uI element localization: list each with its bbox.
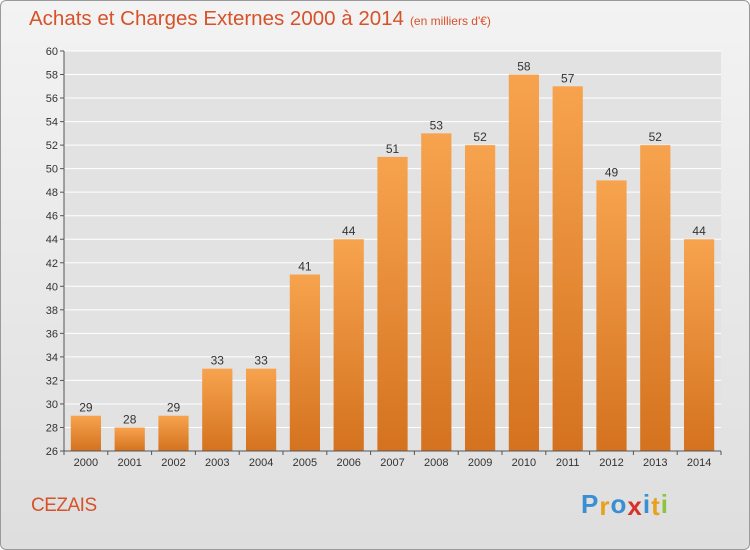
x-tick-label: 2011 <box>556 457 580 469</box>
bar-value-label: 52 <box>649 130 663 144</box>
bar <box>464 145 496 451</box>
bar <box>421 133 452 451</box>
x-tick-label: 2010 <box>512 457 536 469</box>
logo-letter: i <box>660 489 669 519</box>
y-tick-label: 40 <box>46 281 58 293</box>
y-tick-label: 26 <box>46 446 58 458</box>
bar-value-label: 44 <box>692 224 706 238</box>
y-tick-label: 36 <box>46 328 58 340</box>
y-tick-label: 52 <box>46 140 58 152</box>
y-tick-label: 54 <box>46 117 58 129</box>
y-tick-label: 28 <box>46 422 58 434</box>
logo-letter: r <box>599 491 611 521</box>
x-axis: 2000 2001 2002 2003 2004 2005 2006 2007 2008 2009… <box>63 451 722 469</box>
bar-value-label: 41 <box>298 260 312 274</box>
x-tick-label: 2006 <box>336 457 360 469</box>
bar <box>683 239 715 451</box>
bar-value-label: 51 <box>386 142 400 156</box>
y-tick-label: 34 <box>46 352 58 364</box>
bar <box>289 274 321 451</box>
bar-value-label: 28 <box>123 412 137 426</box>
y-tick-label: 44 <box>46 234 58 246</box>
y-tick-label: 42 <box>46 258 58 270</box>
y-axis: 26 28 30 32 34 36 38 40 42 44 46 48 50 52 54 56 58 60 <box>46 46 64 458</box>
y-tick-label: 32 <box>46 375 58 387</box>
x-tick-label: 2007 <box>380 457 404 469</box>
bar <box>596 180 627 452</box>
bar <box>333 239 364 451</box>
x-tick-label: 2000 <box>74 457 98 469</box>
bar <box>202 368 233 451</box>
bar <box>640 145 671 451</box>
bar-value-label: 29 <box>79 401 93 415</box>
bar <box>114 427 145 451</box>
bar <box>552 86 583 451</box>
x-tick-label: 2004 <box>249 457 273 469</box>
logo-letter: t <box>651 491 661 521</box>
x-tick-label: 2013 <box>643 457 667 469</box>
x-tick-label: 2003 <box>205 457 229 469</box>
x-tick-label: 2002 <box>161 457 185 469</box>
chart-title-text: Achats et Charges Externes 2000 à 2014 <box>29 7 404 30</box>
y-tick-label: 38 <box>46 305 58 317</box>
bar-value-label: 44 <box>342 224 356 238</box>
commune-name: CEZAIS <box>31 495 97 516</box>
bar <box>377 156 408 451</box>
bar-value-labels: 29 28 29 33 33 41 44 51 53 52 58 57 49 52 44 <box>79 60 706 427</box>
y-tick-label: 46 <box>46 211 58 223</box>
y-tick-label: 50 <box>46 164 58 176</box>
y-tick-label: 56 <box>46 93 58 105</box>
bar-value-label: 33 <box>211 354 225 368</box>
bar <box>508 74 540 451</box>
bar <box>158 415 189 451</box>
logo-letter: i <box>642 489 652 519</box>
bar-value-label: 33 <box>254 354 268 368</box>
bar <box>70 415 102 451</box>
y-tick-label: 48 <box>46 187 58 199</box>
bar-value-label: 29 <box>167 401 181 415</box>
bar <box>245 368 277 451</box>
logo-letter: o <box>610 489 628 519</box>
bar-value-label: 57 <box>561 71 575 85</box>
logo-letter: x <box>627 491 643 521</box>
logo-letter: P <box>581 489 600 519</box>
x-tick-label: 2014 <box>687 457 711 469</box>
bar-value-label: 58 <box>517 60 531 74</box>
x-tick-label: 2008 <box>424 457 448 469</box>
bar-value-label: 52 <box>473 130 487 144</box>
x-tick-label: 2001 <box>117 457 141 469</box>
y-tick-label: 30 <box>46 399 58 411</box>
chart-subtitle: (en milliers d'€) <box>409 14 491 28</box>
y-tick-label: 60 <box>46 46 58 58</box>
bar-value-label: 53 <box>430 118 444 132</box>
x-tick-label: 2009 <box>468 457 492 469</box>
bars <box>70 74 715 452</box>
y-tick-label: 58 <box>46 70 58 82</box>
bar-value-label: 49 <box>605 165 619 179</box>
x-tick-label: 2012 <box>599 457 623 469</box>
chart-title: Achats et Charges Externes 2000 à 2014 (e… <box>29 7 491 31</box>
proxiti-logo: Proxiti <box>581 489 669 521</box>
x-tick-label: 2005 <box>293 457 317 469</box>
